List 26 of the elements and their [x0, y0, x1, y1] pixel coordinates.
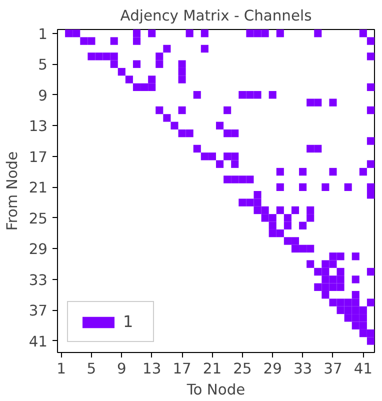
x-tick-label: 33: [293, 360, 312, 378]
y-tick-label: 1: [38, 26, 48, 43]
x-tick-label: 21: [202, 360, 222, 378]
y-tick-label: 17: [28, 148, 48, 166]
x-tick-label: 9: [116, 360, 126, 378]
y-tick-label: 41: [28, 333, 48, 350]
y-tick-label: 5: [38, 56, 48, 74]
x-tick-label: 13: [142, 360, 162, 378]
x-tick-label: 29: [263, 360, 282, 378]
x-tick-label: 17: [172, 360, 192, 378]
y-tick-label: 29: [28, 241, 48, 258]
y-tick-label: 25: [28, 210, 48, 228]
x-tick-label: 1: [56, 360, 66, 378]
y-tick-label: 21: [28, 180, 48, 197]
x-tick-label: 25: [233, 360, 252, 378]
legend-label: 1: [123, 312, 134, 331]
y-tick-label: 37: [28, 302, 48, 320]
y-tick-label: 13: [28, 118, 48, 136]
x-tick-label: 5: [86, 360, 96, 378]
y-tick-label: 33: [28, 272, 48, 289]
y-axis-title: From Node: [4, 151, 21, 231]
x-tick-label: 41: [354, 360, 373, 378]
y-tick-label: 9: [38, 87, 48, 104]
x-axis-title: To Node: [186, 382, 246, 398]
chart-title: Adjency Matrix - Channels: [120, 8, 312, 24]
x-tick-label: 37: [324, 360, 342, 378]
